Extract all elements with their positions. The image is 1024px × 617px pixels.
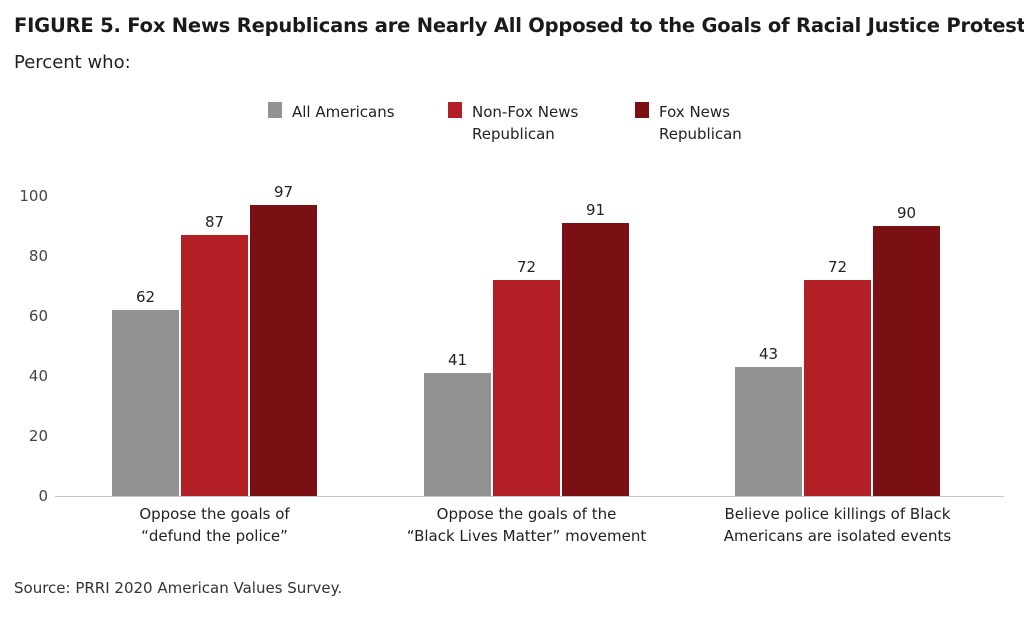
legend-label: All Americans (292, 103, 395, 121)
data-label: 62 (136, 288, 155, 306)
x-axis: Oppose the goals of “defund the police” Op… (139, 505, 951, 545)
y-tick-label: 40 (29, 367, 48, 385)
bar (873, 226, 940, 496)
category-label: Oppose the goals of (139, 505, 290, 523)
bars: 62 87 97 41 72 91 43 72 90 (112, 183, 940, 496)
y-tick-label: 0 (38, 487, 48, 505)
data-label: 87 (205, 213, 224, 231)
legend-label: Republican (659, 125, 742, 143)
bar (112, 310, 179, 496)
legend-swatch (448, 102, 462, 118)
bar (424, 373, 491, 496)
chart-subtitle: Percent who: (14, 52, 131, 73)
bar (181, 235, 248, 496)
bar (250, 205, 317, 496)
data-label: 43 (759, 345, 778, 363)
legend-label: Republican (472, 125, 555, 143)
data-label: 72 (517, 258, 536, 276)
category-label: Believe police killings of Black (724, 505, 950, 523)
chart-title: FIGURE 5. Fox News Republicans are Nearl… (14, 14, 1024, 37)
category-label: Oppose the goals of the (437, 505, 617, 523)
legend-label: Fox News (659, 103, 730, 121)
legend-label: Non-Fox News (472, 103, 578, 121)
bar (493, 280, 560, 496)
data-label: 97 (274, 183, 293, 201)
y-tick-label: 60 (29, 307, 48, 325)
legend-swatch (635, 102, 649, 118)
category-label: Americans are isolated events (724, 527, 952, 545)
y-tick-label: 20 (29, 427, 48, 445)
data-label: 72 (828, 258, 847, 276)
y-tick-label: 100 (19, 187, 48, 205)
bar (804, 280, 871, 496)
bar (735, 367, 802, 496)
data-label: 91 (586, 201, 605, 219)
source-note: Source: PRRI 2020 American Values Survey… (14, 579, 343, 597)
category-label: “Black Lives Matter” movement (407, 527, 647, 545)
category-label: “defund the police” (141, 527, 288, 545)
legend-swatch (268, 102, 282, 118)
data-label: 41 (448, 351, 467, 369)
legend: All Americans Non-Fox News Republican Fox N… (268, 102, 742, 143)
bar (562, 223, 629, 496)
y-axis: 0 20 40 60 80 100 (19, 187, 48, 505)
y-tick-label: 80 (29, 247, 48, 265)
data-label: 90 (897, 204, 916, 222)
